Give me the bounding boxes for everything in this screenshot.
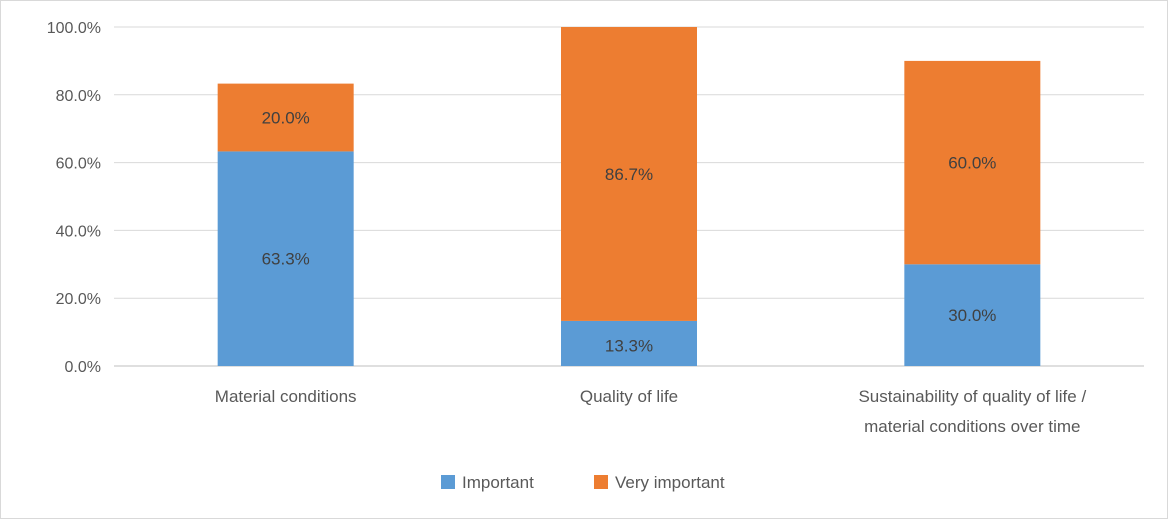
- y-tick-label: 100.0%: [47, 20, 101, 37]
- data-label: 63.3%: [262, 250, 310, 269]
- y-tick-label: 40.0%: [56, 223, 101, 240]
- data-label: 30.0%: [948, 306, 996, 325]
- y-tick-label: 0.0%: [65, 359, 101, 376]
- bar-very-important: [561, 27, 697, 321]
- data-label: 13.3%: [605, 336, 653, 355]
- bar-very-important: [217, 83, 354, 152]
- y-tick-label: 80.0%: [56, 88, 101, 105]
- bars: [217, 27, 1041, 366]
- legend-label: Very important: [615, 473, 725, 492]
- legend-label: Important: [462, 473, 534, 492]
- data-label: 60.0%: [948, 154, 996, 173]
- x-category-label: material conditions over time: [864, 417, 1080, 436]
- legend-swatch: [441, 475, 455, 489]
- y-tick-label: 20.0%: [56, 291, 101, 308]
- data-label: 20.0%: [262, 109, 310, 128]
- x-category-label: Material conditions: [215, 387, 357, 406]
- legend: Important Very important: [441, 473, 725, 492]
- bar-important: [904, 264, 1041, 366]
- bar-important: [561, 320, 697, 366]
- bar-very-important: [904, 60, 1041, 265]
- data-label: 86.7%: [605, 165, 653, 184]
- bar-important: [217, 151, 354, 366]
- legend-swatch: [594, 475, 608, 489]
- x-category-label: Quality of life: [580, 387, 678, 406]
- axes: 0.0% 20.0% 40.0% 60.0% 80.0% 100.0% Material c…: [47, 20, 1087, 436]
- x-category-label: Sustainability of quality of life /: [858, 387, 1086, 406]
- data-labels: 63.3% 20.0% 13.3% 86.7% 30.0% 60.0%: [262, 109, 997, 356]
- y-tick-label: 60.0%: [56, 156, 101, 173]
